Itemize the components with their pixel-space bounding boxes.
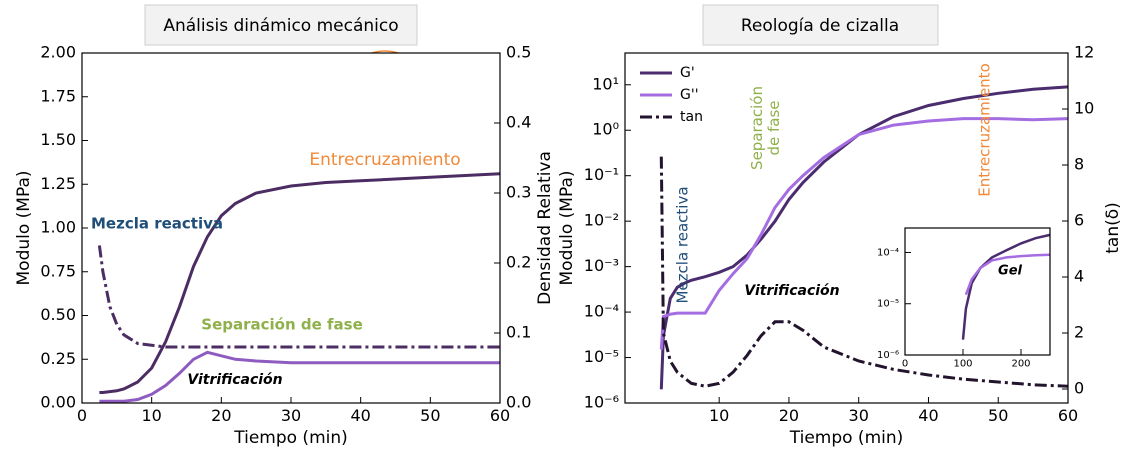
x-tick-label: 10 (141, 406, 161, 425)
x-tick-label: 10 (709, 406, 729, 425)
x-tick-label: 60 (1058, 406, 1078, 425)
x-tick-label: 50 (988, 406, 1008, 425)
y2-tick-label: 0.1 (506, 323, 531, 342)
annotation: Entrecruzamiento (309, 150, 460, 170)
annotation: Entrecruzamiento (976, 63, 994, 197)
x-tick-label: 0 (902, 359, 908, 370)
x-tick-label: 20 (211, 406, 231, 425)
series-line (659, 156, 1069, 388)
x-tick-label: 30 (281, 406, 301, 425)
y2-tick-label: 0.2 (506, 253, 531, 272)
annotation: Mezcla reactiva (91, 215, 223, 233)
y-tick-label: 0.25 (40, 349, 76, 368)
series-line (659, 117, 1069, 350)
x-tick-label: 60 (490, 406, 510, 425)
y-tick-label: 1.50 (40, 130, 76, 149)
x-axis-label: Tiempo (min) (233, 428, 348, 448)
y2-tick-label: 12 (1074, 43, 1094, 62)
y-tick-label: 1.75 (40, 86, 76, 105)
y2-tick-label: 0 (1074, 379, 1084, 398)
y-tick-label: 10⁻⁶ (584, 393, 619, 412)
annotation: Vitrificación (187, 372, 282, 388)
plot-frame (904, 227, 1051, 356)
y2-tick-label: 0.5 (506, 43, 531, 62)
y-tick-label: 10⁻⁴ (584, 302, 619, 321)
annotation: Vitrificación (744, 283, 839, 299)
x-tick-label: 40 (350, 406, 370, 425)
title-box (144, 4, 418, 46)
y2-axis-label: tan(δ) (1103, 202, 1123, 254)
plot-area (905, 228, 1050, 355)
x-tick-label: 20 (779, 406, 799, 425)
annotation: Separación de fase (201, 316, 362, 334)
y2-tick-label: 2 (1074, 323, 1084, 342)
x-tick-label: 50 (420, 406, 440, 425)
y-tick-label: 10⁰ (592, 120, 619, 139)
legend-label: G'' (680, 87, 699, 103)
y-tick-label: 10⁻⁴ (877, 247, 899, 258)
y-tick-label: 0.00 (40, 393, 76, 412)
y-tick-label: 1.00 (40, 218, 76, 237)
y-tick-label: 10⁻⁵ (584, 347, 619, 366)
y2-tick-label: 10 (1074, 99, 1094, 118)
y2-tick-label: 0.3 (506, 183, 531, 202)
annotation: Gel (998, 264, 1022, 279)
x-tick-label: 100 (953, 359, 972, 370)
series-line (961, 233, 1051, 340)
x-axis-label: Tiempo (min) (789, 428, 904, 448)
x-tick-label: 0 (77, 406, 87, 425)
y-tick-label: 2.00 (40, 43, 76, 62)
plot-frame (81, 52, 501, 404)
y-tick-label: 10⁻⁵ (877, 299, 899, 310)
annotation: Mezcla reactiva (674, 186, 692, 303)
y2-tick-label: 8 (1074, 155, 1084, 174)
y-tick-label: 0.50 (40, 305, 76, 324)
x-tick-label: 200 (1011, 359, 1030, 370)
chart-title: Análisis dinámico mecánico (163, 16, 398, 36)
series-line (99, 172, 501, 394)
legend-label: G' (680, 65, 695, 81)
annotation-line: de fase (765, 100, 783, 155)
plot-frame (624, 52, 1069, 404)
x-tick-label: 30 (849, 406, 869, 425)
series-line (659, 85, 1069, 390)
legend-label: tan (680, 109, 703, 125)
y-tick-label: 10¹ (592, 74, 619, 93)
chart-title: Reología de cizalla (741, 16, 899, 36)
y2-tick-label: 0.0 (506, 393, 531, 412)
annotation: Separaciónde fase (747, 86, 782, 170)
series-line (97, 245, 500, 349)
y-axis-label: Modulo (MPa) (14, 171, 34, 286)
y-tick-label: 10⁻³ (584, 256, 619, 275)
series-line (964, 253, 1051, 296)
y2-tick-label: 4 (1074, 267, 1084, 286)
y-tick-label: 10⁻² (584, 211, 619, 230)
y-tick-label: 10⁻¹ (584, 165, 619, 184)
y2-tick-label: 6 (1074, 211, 1084, 230)
y2-axis-label: Densidad Relativa (535, 151, 555, 305)
title-box (702, 4, 939, 46)
y-tick-label: 0.75 (40, 261, 76, 280)
y-tick-label: 10⁻⁶ (877, 350, 899, 361)
y2-tick-label: 0.4 (506, 113, 531, 132)
y-tick-label: 1.25 (40, 174, 76, 193)
x-tick-label: 40 (918, 406, 938, 425)
annotation-line: Separación (747, 86, 765, 170)
series-line (99, 350, 500, 403)
y-axis-label: Modulo (MPa) (557, 171, 577, 286)
